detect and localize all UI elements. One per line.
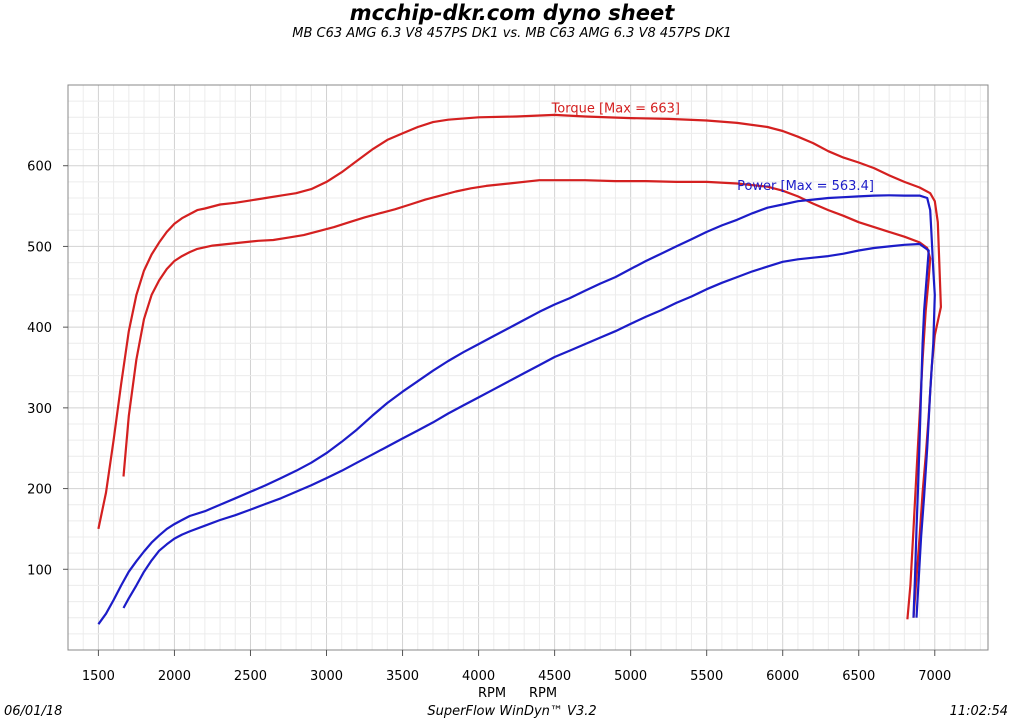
grid-lines	[68, 85, 988, 650]
power-curve-3	[97, 194, 936, 625]
footer-software: SuperFlow WinDyn™ V3.2	[427, 704, 597, 719]
series-layer	[97, 113, 942, 625]
footer-date: 06/01/18	[4, 704, 63, 719]
annotations-layer: Torque [Max = 663] Power [Max = 563.4]	[551, 101, 874, 193]
series-annotation: Torque [Max = 663]	[551, 101, 680, 116]
power-curve-4	[122, 242, 930, 618]
y-tick-label: 300	[27, 402, 52, 417]
x-axis-label: RPM	[529, 686, 557, 701]
x-axis-label: RPM	[478, 686, 506, 701]
y-axis-ticks: 100 200 300 400 500 600	[27, 160, 68, 578]
x-tick-label: 5000	[614, 669, 647, 684]
footer-time: 11:02:54	[949, 704, 1008, 719]
x-tick-label: 6500	[842, 669, 875, 684]
y-tick-label: 100	[27, 563, 52, 578]
chart-subtitle: MB C63 AMG 6.3 V8 457PS DK1 vs. MB C63 A…	[292, 26, 732, 41]
y-tick-label: 400	[27, 321, 52, 336]
x-tick-label: 5500	[690, 669, 723, 684]
x-axis-labels: RPM RPM	[478, 686, 557, 701]
torque-curve-2	[122, 179, 932, 620]
x-tick-label: 2500	[234, 669, 267, 684]
x-tick-label: 3500	[386, 669, 419, 684]
x-tick-label: 1500	[82, 669, 115, 684]
x-tick-label: 3000	[310, 669, 343, 684]
y-tick-label: 600	[27, 160, 52, 175]
x-tick-label: 7000	[918, 669, 951, 684]
series-annotation: Power [Max = 563.4]	[737, 179, 874, 194]
y-tick-label: 500	[27, 240, 52, 255]
x-axis-ticks: 1500 2000 2500 3000 3500 4000 4500 5000 5500 6000…	[82, 650, 951, 684]
torque-curve-1	[97, 113, 942, 618]
plot-frame	[67, 84, 989, 651]
y-tick-label: 200	[27, 483, 52, 498]
chart-title: mcchip-dkr.com dyno sheet	[349, 1, 675, 25]
x-tick-label: 4500	[538, 669, 571, 684]
x-tick-label: 6000	[766, 669, 799, 684]
x-tick-label: 2000	[158, 669, 191, 684]
x-tick-label: 4000	[462, 669, 495, 684]
